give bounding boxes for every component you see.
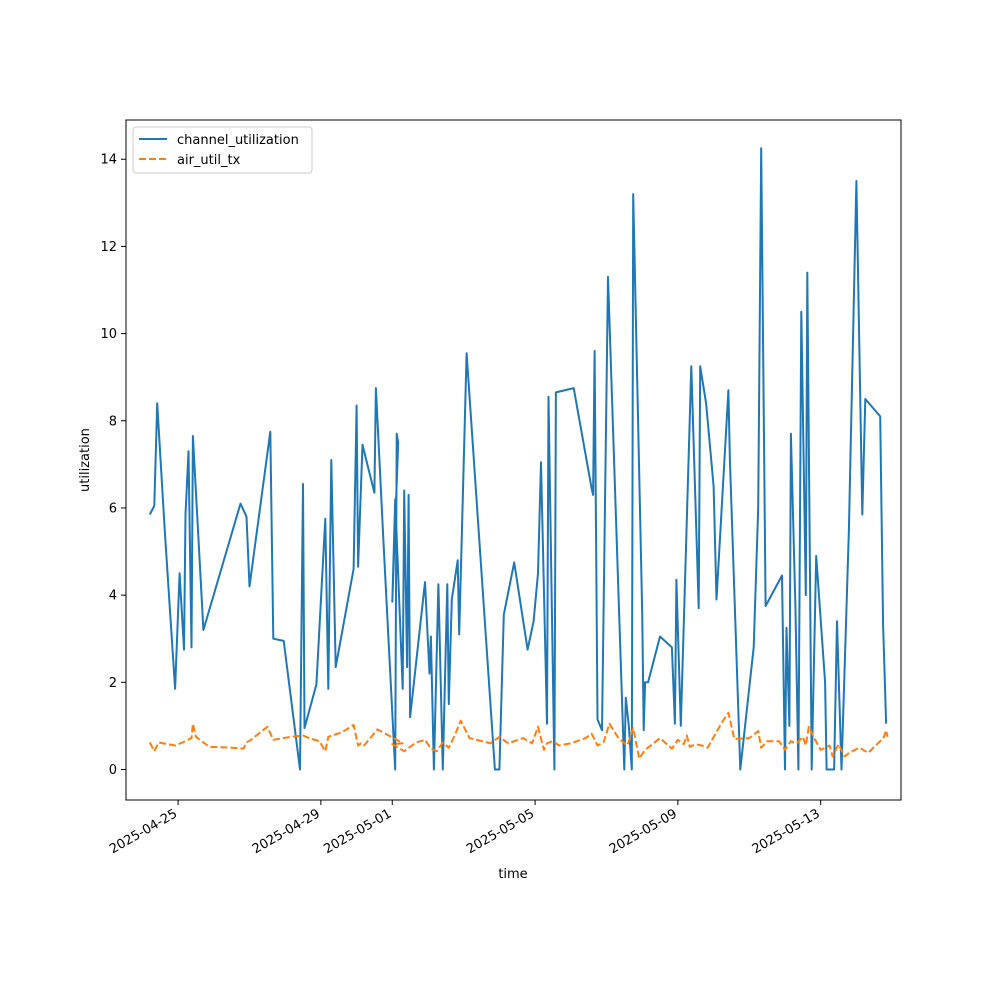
x-tick-label: 2025-05-05	[464, 806, 537, 857]
legend-box	[132, 126, 313, 174]
y-tick-label: 14	[100, 153, 117, 168]
series-layer	[148, 147, 889, 771]
legend-label-channel-utilization: channel_utilization	[177, 133, 299, 148]
x-axis-label: time	[498, 867, 527, 882]
y-tick-label: 6	[109, 501, 117, 516]
y-tick-label: 12	[100, 240, 117, 255]
y-axis-label: utilization	[78, 428, 93, 492]
x-tick-label: 2025-04-29	[250, 806, 323, 857]
y-tick-label: 4	[109, 589, 117, 604]
x-tick-label: 2025-05-13	[750, 806, 823, 857]
x-tick-label: 2025-05-01	[321, 806, 394, 857]
y-axis: 0 2 4 6 8 10 12 14	[100, 153, 126, 778]
legend: channel_utilization air_util_tx	[132, 126, 313, 174]
series-line-air-util-tx	[148, 711, 889, 760]
x-tick-label: 2025-05-09	[607, 806, 680, 857]
legend-label-air-util-tx: air_util_tx	[177, 153, 241, 168]
y-tick-label: 10	[100, 327, 117, 342]
series-line-channel-utilization	[148, 147, 888, 771]
plot-frame	[125, 119, 902, 801]
x-tick-label: 2025-04-25	[107, 806, 180, 857]
y-tick-label: 0	[109, 763, 117, 778]
y-tick-label: 8	[109, 414, 117, 429]
y-tick-label: 2	[109, 676, 117, 691]
